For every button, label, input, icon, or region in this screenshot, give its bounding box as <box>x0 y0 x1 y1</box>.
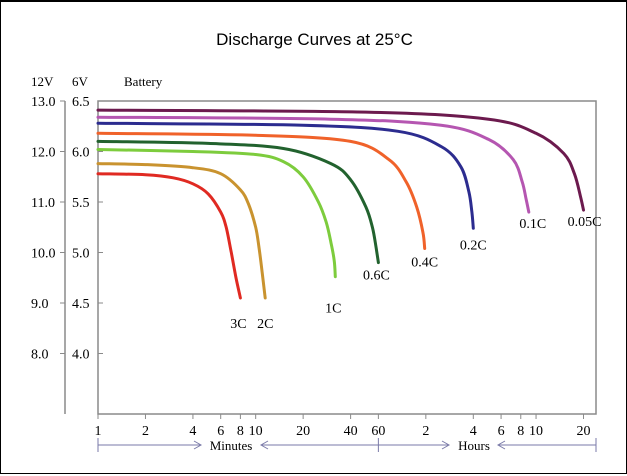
series-line-1C <box>96 148 337 279</box>
series-line-0_05C <box>96 108 585 212</box>
series-line-0_6C <box>96 139 380 265</box>
x-tick-label: 1 <box>95 424 102 439</box>
y-tick-12v-label: 12.0 <box>31 146 56 161</box>
y-tick-6v-label: 5.5 <box>72 196 90 211</box>
x-tick-label: 4 <box>470 424 477 439</box>
x-tick-label: 60 <box>371 424 385 439</box>
x-tick-label: 8 <box>517 424 524 439</box>
x-tick-label: 2 <box>142 424 149 439</box>
series-label: 1C <box>325 302 341 317</box>
y-tick-12v-label: 10.0 <box>31 247 56 262</box>
y-tick-12v-label: 9.0 <box>31 297 49 312</box>
axis-header-12v: 12V <box>31 74 54 89</box>
y-tick-12v-label: 8.0 <box>31 348 49 363</box>
y-tick-12v-label: 11.0 <box>31 196 55 211</box>
series-line-0_1C <box>96 115 531 214</box>
series-line-3C <box>96 172 242 300</box>
y-tick-12v-label: 13.0 <box>31 95 56 110</box>
y-tick-6v-label: 6.0 <box>72 146 90 161</box>
series-label: 0.2C <box>460 238 487 253</box>
x-tick-label: 4 <box>189 424 196 439</box>
chart-title: Discharge Curves at 25°C <box>216 30 413 49</box>
series-label: 0.1C <box>519 217 546 232</box>
hours-label: Hours <box>458 438 490 453</box>
series-label: 3C <box>230 317 246 332</box>
minutes-arrowhead-right <box>193 440 203 450</box>
x-tick-label: 40 <box>344 424 358 439</box>
series-line-0_4C <box>96 131 427 250</box>
hours-arrowhead-right <box>441 440 451 450</box>
series-label: 0.05C <box>568 215 602 230</box>
axis-header-battery: Battery <box>124 74 163 89</box>
y-tick-6v-label: 6.5 <box>72 95 90 110</box>
y-tick-6v-label: 4.5 <box>72 297 90 312</box>
series-label: 2C <box>257 317 273 332</box>
hours-arrowhead-left <box>496 440 506 450</box>
minutes-label: Minutes <box>210 438 253 453</box>
x-tick-label: 2 <box>422 424 429 439</box>
y-tick-6v-label: 4.0 <box>72 348 90 363</box>
x-tick-label: 20 <box>296 424 310 439</box>
plot-area <box>97 100 597 415</box>
y-tick-6v-label: 5.0 <box>72 247 90 262</box>
axis-header-6v: 6V <box>72 74 89 89</box>
series-line-2C <box>96 162 267 300</box>
x-tick-label: 6 <box>498 424 505 439</box>
x-tick-label: 6 <box>217 424 224 439</box>
x-tick-label: 10 <box>249 424 263 439</box>
x-tick-label: 8 <box>237 424 244 439</box>
minutes-arrowhead-left <box>259 440 269 450</box>
x-tick-label: 20 <box>577 424 591 439</box>
series-label: 0.4C <box>411 255 438 270</box>
series-line-0_2C <box>96 121 475 230</box>
x-tick-label: 10 <box>529 424 543 439</box>
series-label: 0.6C <box>363 269 390 284</box>
